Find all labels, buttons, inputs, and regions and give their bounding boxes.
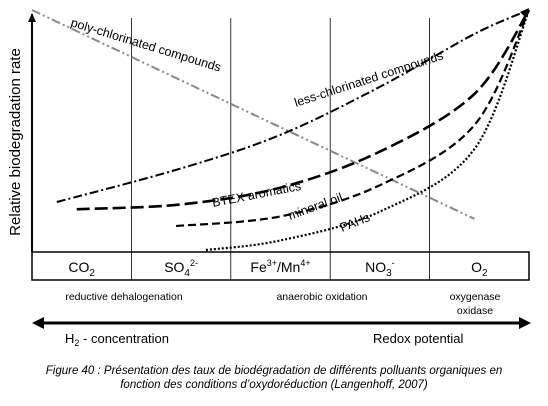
category-label: NO3- (365, 258, 395, 279)
series-line-mineral-oil (176, 9, 530, 228)
curve-label-mineral-oil: mineral oil (286, 190, 344, 223)
series-line-poly-chlorinated-compounds (31, 9, 475, 220)
category-dividers (130, 18, 431, 280)
label-oxidase: oxidase (457, 305, 493, 317)
figure-caption: Figure 40 : Présentation des taux de bio… (0, 364, 548, 392)
category-label: SO42- (164, 258, 198, 279)
series-line-btex-aromatics (76, 9, 531, 211)
curves (31, 8, 531, 252)
series-line-less-chlorinated-compounds (56, 9, 530, 203)
category-label: CO2 (68, 259, 95, 279)
curve-label-less-chlorinated: less-chlorinated compounds (293, 48, 445, 109)
curve-label-btex: BTEX aromatics (211, 179, 302, 210)
curve-label-poly-chlorinated: poly-chlorinated compounds (69, 15, 223, 74)
category-label: O2 (471, 259, 488, 279)
label-reductive-dehalogenation: reductive dehalogenation (65, 291, 183, 303)
series-line-pahs (205, 9, 531, 252)
curve-label-pahs: PAHs (338, 210, 372, 235)
label-oxygenase: oxygenase (450, 291, 501, 303)
y-axis-label: Relative biodegradation rate (7, 48, 24, 236)
arrowhead-right (519, 317, 531, 329)
category-labels: CO2 SO42- Fe3+/Mn4+ NO3- O2 (68, 258, 488, 279)
category-band (31, 251, 530, 281)
caption-line-1: Figure 40 : Présentation des taux de bio… (45, 365, 503, 377)
caption-line-2: fonction des conditions d’oxydoréduction… (120, 379, 428, 391)
convergence-arrowhead (520, 8, 529, 18)
label-anaerobic-oxidation: anaerobic oxidation (276, 291, 367, 303)
arrowhead-left (32, 317, 44, 329)
category-label: Fe3+/Mn4+ (250, 258, 310, 275)
redox-potential-label: Redox potential (373, 331, 463, 346)
h2-concentration-label: H2 - concentration (65, 331, 169, 348)
